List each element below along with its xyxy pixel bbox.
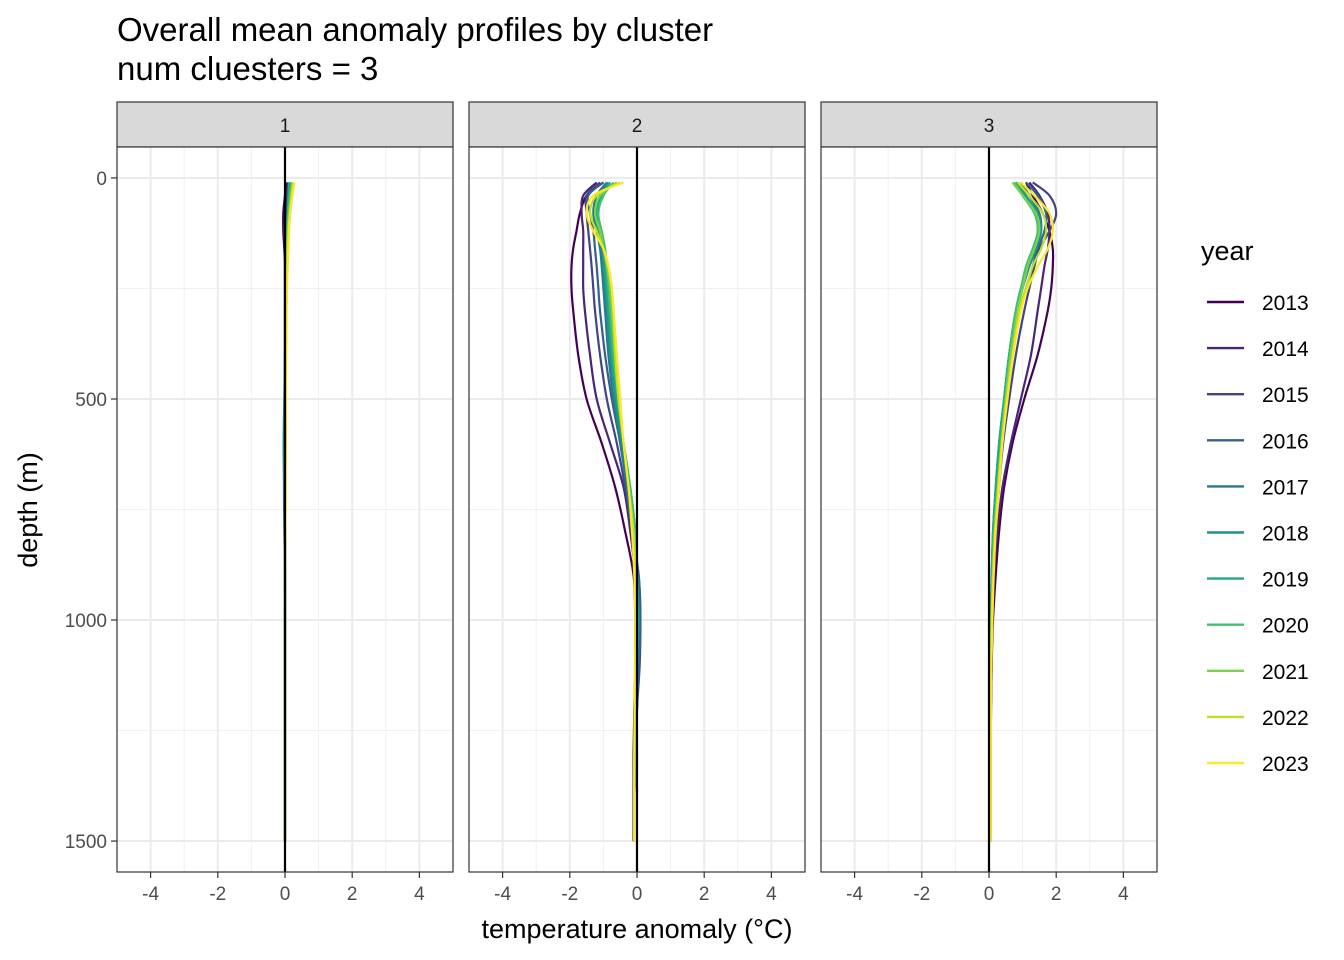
legend-title: year — [1201, 236, 1254, 266]
x-tick-label: 0 — [280, 884, 291, 905]
x-tick-label: 0 — [984, 884, 995, 905]
x-tick-label: -2 — [209, 884, 226, 905]
series-line-2023 — [585, 181, 637, 842]
x-tick-label: -4 — [494, 884, 511, 905]
legend-label-2020: 2020 — [1262, 615, 1309, 638]
x-tick-label: 2 — [699, 884, 710, 905]
x-tick-label: 4 — [766, 884, 777, 905]
x-tick-label: -2 — [913, 884, 930, 905]
chart-title: Overall mean anomaly profiles by cluster — [117, 11, 713, 48]
x-tick-label: 2 — [1051, 884, 1062, 905]
series-line-2023 — [989, 181, 1054, 842]
facet-panel-1: 1 -4 -2 0 2 4 0 500 1000 1500 — [65, 101, 454, 905]
facet-panel-3: 3 -4 -2 0 2 4 — [820, 101, 1158, 905]
x-tick-label: -4 — [846, 884, 863, 905]
x-tick-label: 0 — [632, 884, 643, 905]
x-tick-label: 4 — [1118, 884, 1129, 905]
legend-label-2023: 2023 — [1262, 753, 1309, 776]
y-tick-label: 0 — [96, 169, 107, 190]
x-tick-label: 4 — [414, 884, 425, 905]
x-tick-label: 2 — [347, 884, 358, 905]
x-axis-title: temperature anomaly (°C) — [482, 914, 793, 944]
legend: year 2013 2014 2015 2016 2017 2018 2019 2020 202… — [1201, 236, 1309, 776]
legend-label-2014: 2014 — [1262, 338, 1309, 361]
legend-label-2022: 2022 — [1262, 707, 1309, 730]
facets-layer: 1 -4 -2 0 2 4 0 500 1000 1500 2 -4 -2 0 2 4 3 -4 -2 0 2 4 — [65, 101, 1158, 905]
x-tick-label: -2 — [561, 884, 578, 905]
facet-strip — [116, 101, 454, 148]
facet-strip — [468, 101, 806, 148]
legend-label-2018: 2018 — [1262, 523, 1309, 546]
legend-label-2015: 2015 — [1262, 384, 1309, 407]
legend-label-2013: 2013 — [1262, 292, 1309, 315]
y-tick-label: 500 — [75, 390, 107, 411]
y-tick-label: 1500 — [65, 832, 107, 853]
facet-strip — [820, 101, 1158, 148]
legend-label-2017: 2017 — [1262, 476, 1309, 499]
chart-subtitle: num cluesters = 3 — [117, 50, 378, 87]
legend-label-2016: 2016 — [1262, 430, 1309, 453]
facet-strip-label: 1 — [280, 116, 291, 137]
y-axis-title: depth (m) — [13, 452, 43, 568]
facet-strip-label: 2 — [632, 116, 643, 137]
facet-panel-2: 2 -4 -2 0 2 4 — [468, 101, 806, 905]
facet-strip-label: 3 — [984, 116, 995, 137]
y-tick-label: 1000 — [65, 611, 107, 632]
legend-label-2019: 2019 — [1262, 569, 1309, 592]
legend-label-2021: 2021 — [1262, 661, 1309, 684]
x-tick-label: -4 — [142, 884, 159, 905]
